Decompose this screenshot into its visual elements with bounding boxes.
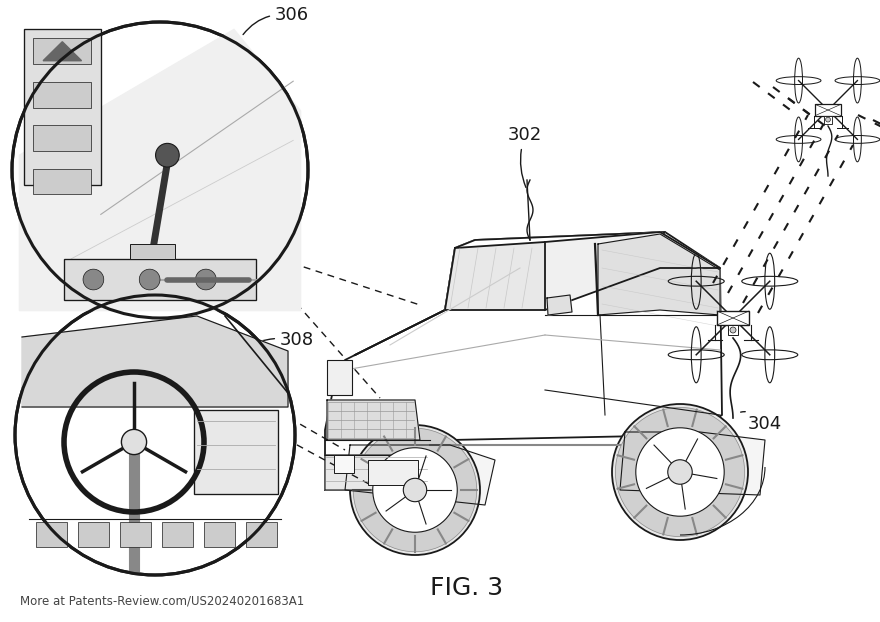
Bar (815, 104, 840, 116)
Circle shape (615, 407, 744, 537)
Text: 304: 304 (748, 415, 782, 433)
Bar (78, 522, 109, 547)
Circle shape (635, 428, 724, 516)
Bar (33, 125, 92, 151)
Circle shape (730, 327, 736, 333)
Bar (33, 169, 92, 195)
Circle shape (612, 404, 748, 540)
Circle shape (83, 269, 104, 290)
Bar (120, 522, 150, 547)
Bar (368, 460, 418, 485)
Circle shape (121, 429, 147, 455)
Circle shape (373, 448, 458, 532)
Polygon shape (547, 295, 572, 315)
Bar (33, 81, 92, 108)
Polygon shape (545, 232, 720, 310)
Polygon shape (325, 455, 430, 490)
Bar (728, 325, 738, 335)
Circle shape (15, 295, 295, 575)
Bar (194, 410, 278, 494)
Circle shape (403, 478, 427, 502)
Circle shape (139, 269, 160, 290)
Text: More at Patents-Review.com/US20240201683A1: More at Patents-Review.com/US20240201683… (20, 595, 304, 608)
Polygon shape (620, 432, 765, 495)
Bar (36, 522, 67, 547)
Bar (334, 455, 354, 473)
Polygon shape (598, 234, 720, 315)
Text: 302: 302 (508, 126, 542, 187)
Polygon shape (445, 242, 545, 310)
Polygon shape (355, 232, 665, 355)
Bar (204, 522, 235, 547)
Polygon shape (345, 445, 495, 505)
Polygon shape (325, 232, 722, 490)
Polygon shape (19, 29, 301, 310)
Circle shape (350, 425, 480, 555)
Text: 308: 308 (241, 331, 314, 350)
Text: 306: 306 (243, 6, 309, 35)
Polygon shape (43, 42, 82, 61)
Polygon shape (22, 316, 288, 407)
Circle shape (195, 269, 216, 290)
Circle shape (156, 143, 180, 167)
Bar (824, 116, 832, 124)
Bar (33, 39, 92, 64)
Bar (24, 29, 101, 185)
Circle shape (12, 22, 308, 318)
Bar (64, 259, 256, 300)
Bar (162, 522, 193, 547)
Bar (327, 360, 352, 395)
Circle shape (668, 460, 693, 485)
Circle shape (825, 117, 831, 122)
Polygon shape (327, 400, 420, 440)
Bar (717, 311, 749, 325)
Circle shape (353, 429, 477, 552)
Text: FIG. 3: FIG. 3 (430, 576, 503, 600)
Bar (246, 522, 277, 547)
Bar (130, 244, 175, 259)
